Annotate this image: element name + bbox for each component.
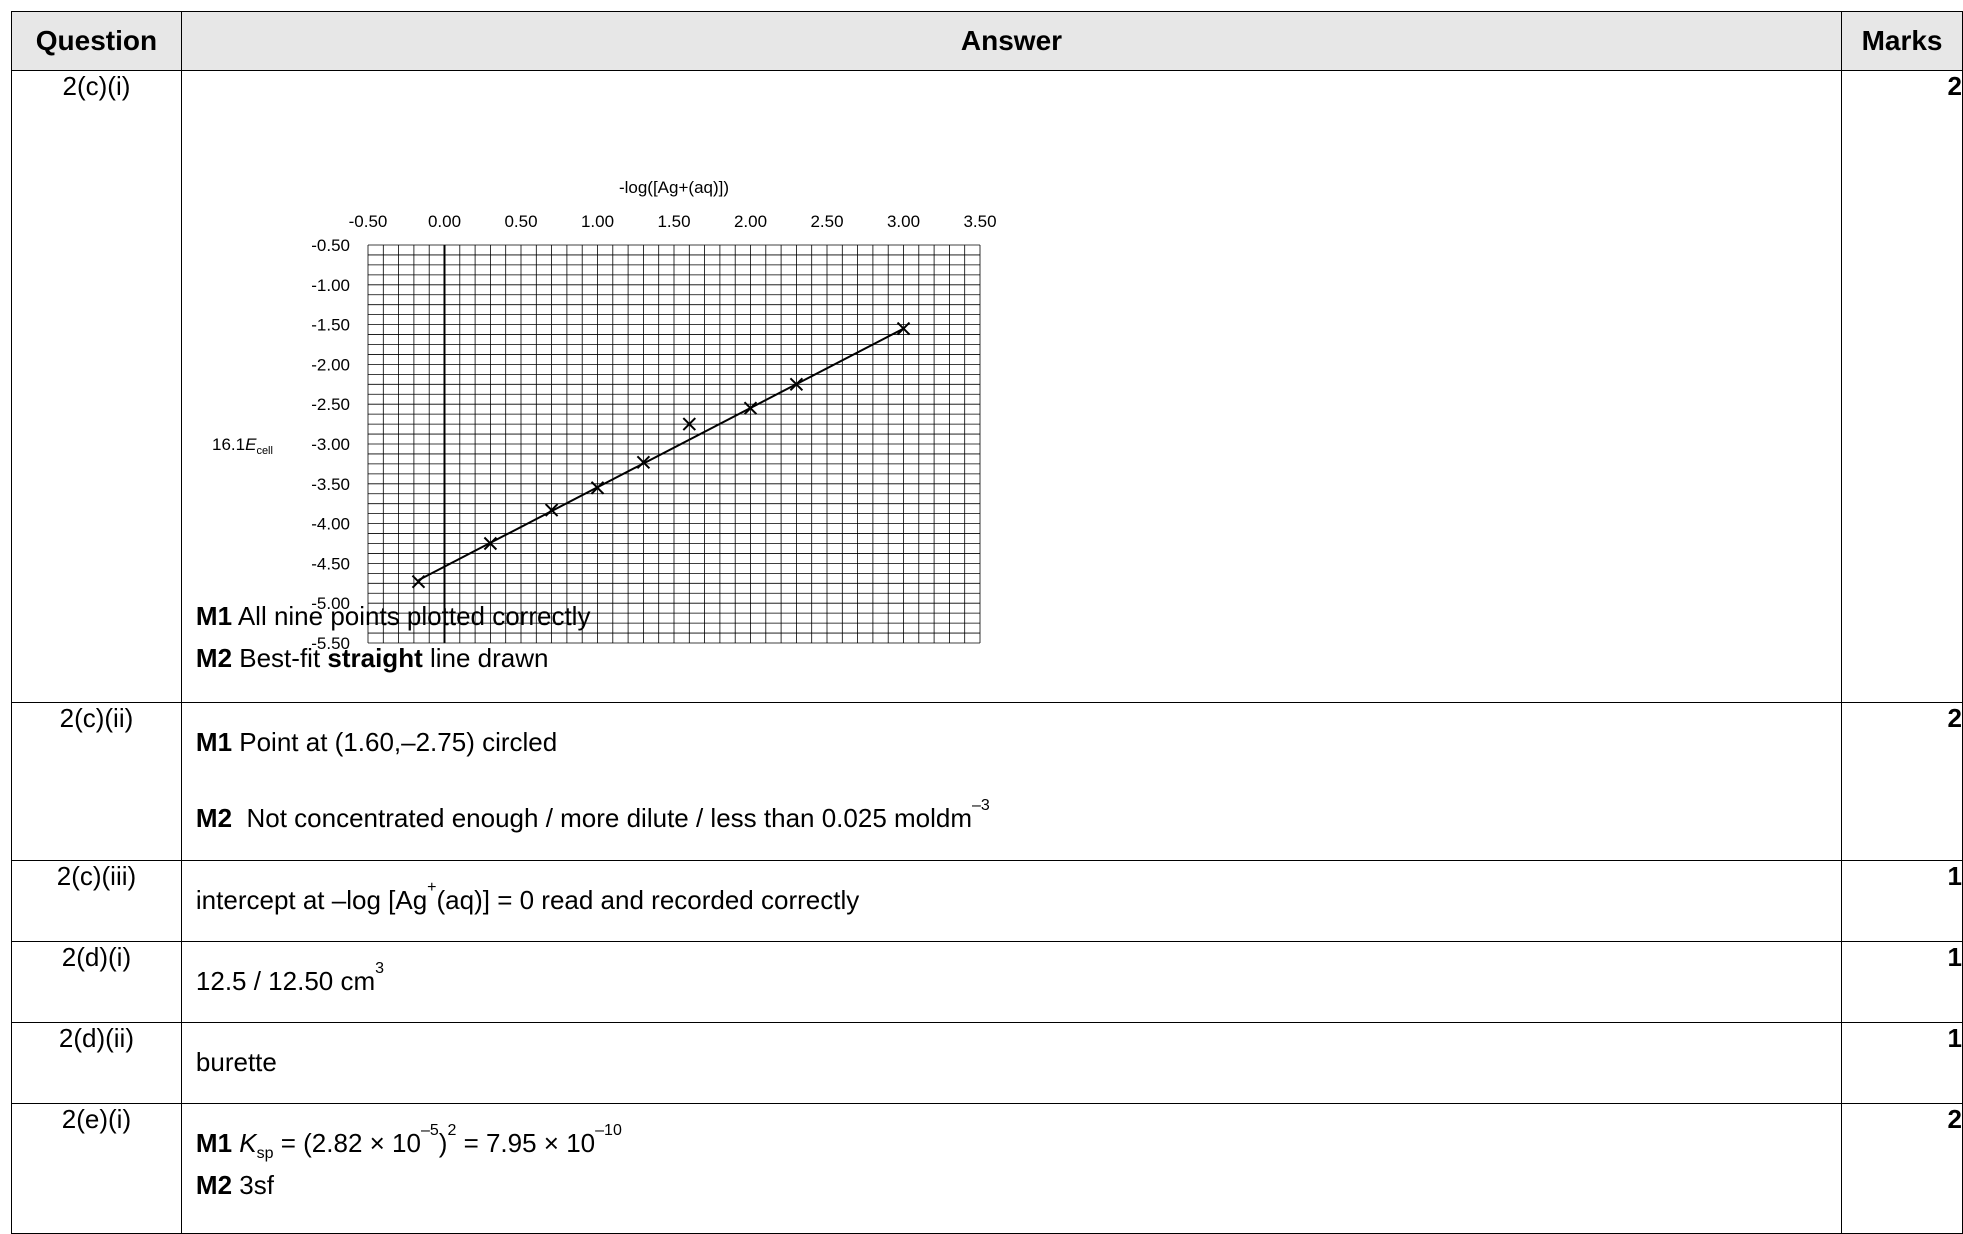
superscript: –3 bbox=[972, 797, 990, 814]
header-row: Question Answer Marks bbox=[11, 11, 1963, 71]
question-number: 2(d)(ii) bbox=[11, 1022, 182, 1104]
answer-line: M1 Point at (1.60,–2.75) circled bbox=[196, 727, 557, 758]
x-tick-label: -0.50 bbox=[349, 212, 388, 231]
table-row: 2(d)(ii) burette 1 bbox=[11, 1022, 1963, 1104]
x-tick-label: 1.00 bbox=[581, 212, 614, 231]
y-tick-label: -4.50 bbox=[311, 554, 350, 573]
question-number: 2(c)(iii) bbox=[11, 860, 182, 942]
answer-text: (aq)] = 0 read and recorded correctly bbox=[436, 885, 860, 915]
answer-cell: M1 Point at (1.60,–2.75) circled M2 Not … bbox=[180, 702, 1843, 861]
data-point bbox=[682, 417, 696, 431]
mark-code: M2 bbox=[195, 803, 233, 833]
mark-code: M1 bbox=[195, 727, 233, 757]
answer-cell: intercept at –log [Ag+(aq)] = 0 read and… bbox=[180, 860, 1843, 942]
x-tick-label: 0.00 bbox=[428, 212, 461, 231]
y-tick-label: -1.50 bbox=[311, 316, 350, 335]
answer-text: 12.5 / 12.50 cm bbox=[195, 966, 376, 996]
y-tick-label: -3.00 bbox=[311, 435, 350, 454]
answer-line: burette bbox=[195, 1047, 277, 1077]
answer-cell: 12.5 / 12.50 cm3 bbox=[180, 941, 1843, 1023]
y-axis-label: 16.1Ecell bbox=[212, 435, 273, 457]
superscript: 3 bbox=[375, 960, 385, 977]
answer-header: Answer bbox=[180, 11, 1843, 71]
x-axis-label: -log([Ag+(aq)]) bbox=[619, 178, 729, 197]
emphasis-text: straight bbox=[327, 643, 423, 673]
answer-text: Best-fit bbox=[232, 643, 328, 673]
mark-code: M2 bbox=[195, 643, 233, 673]
y-tick-label: -5.00 bbox=[311, 594, 350, 613]
answer-text: All nine points plotted correctly bbox=[232, 601, 591, 631]
data-point bbox=[636, 455, 651, 470]
answer-line: M1 Ksp = (2.82 × 10–5)2 = 7.95 × 10–10 bbox=[195, 1122, 622, 1163]
answer-text: Point at (1.60,–2.75) circled bbox=[232, 727, 558, 757]
data-point bbox=[590, 481, 605, 495]
answer-line: 12.5 / 12.50 cm3 bbox=[195, 960, 384, 997]
marks-value: 1 bbox=[1841, 1022, 1963, 1104]
data-point bbox=[411, 575, 426, 589]
answer-text: 3sf bbox=[232, 1170, 274, 1200]
scatter-chart: -0.50 0.00 0.50 1.00 1.50 2.00 2.50 3.00 3.50 -0.… bbox=[212, 178, 997, 653]
x-tick-label: 1.50 bbox=[657, 212, 690, 231]
x-tick-label: 2.00 bbox=[734, 212, 767, 231]
y-tick-label: -2.00 bbox=[311, 355, 350, 374]
x-tick-label: 3.50 bbox=[963, 212, 996, 231]
subscript: sp bbox=[256, 1145, 274, 1163]
answer-cell: burette bbox=[180, 1022, 1843, 1104]
mark-code: M1 bbox=[195, 1128, 233, 1158]
data-point bbox=[544, 503, 559, 517]
y-tick-label: -4.00 bbox=[311, 515, 350, 534]
answer-text: line drawn bbox=[422, 643, 549, 673]
data-point bbox=[483, 536, 498, 551]
answer-text: Not concentrated enough / more dilute / … bbox=[232, 803, 973, 833]
answer-text: = 7.95 × 10 bbox=[456, 1128, 596, 1158]
answer-text: intercept at –log [Ag bbox=[195, 885, 428, 915]
table-row: 2(c)(ii) M1 Point at (1.60,–2.75) circle… bbox=[11, 702, 1963, 861]
marks-value: 2 bbox=[1841, 70, 1963, 703]
table-row: 2(d)(i) 12.5 / 12.50 cm3 1 bbox=[11, 941, 1963, 1023]
answer-text: = (2.82 × 10 bbox=[273, 1128, 421, 1158]
table-row: 2(c)(i) -0.50 0.00 0.50 1.00 1.50 2.00 2.50 3.0… bbox=[11, 70, 1963, 703]
superscript: –10 bbox=[595, 1122, 622, 1139]
marks-value: 2 bbox=[1841, 1103, 1963, 1234]
superscript: + bbox=[427, 879, 437, 896]
question-header: Question bbox=[11, 11, 182, 71]
superscript: 2 bbox=[447, 1122, 457, 1139]
y-tick-label: -0.50 bbox=[311, 236, 350, 255]
answer-line: intercept at –log [Ag+(aq)] = 0 read and… bbox=[195, 879, 860, 916]
best-fit-line bbox=[417, 327, 904, 582]
question-number: 2(d)(i) bbox=[11, 941, 182, 1023]
x-tick-label: 3.00 bbox=[887, 212, 920, 231]
x-tick-label: 2.50 bbox=[810, 212, 843, 231]
answer-line: M1 All nine points plotted correctly bbox=[196, 601, 591, 632]
x-tick-label: 0.50 bbox=[504, 212, 537, 231]
answer-line: M2 Best-fit straight line drawn bbox=[196, 643, 549, 674]
table-row: 2(c)(iii) intercept at –log [Ag+(aq)] = … bbox=[11, 860, 1963, 942]
ksp-symbol: K bbox=[239, 1128, 257, 1158]
y-tick-label: -5.50 bbox=[311, 634, 350, 653]
y-tick-label: -1.00 bbox=[311, 276, 350, 295]
data-point bbox=[743, 401, 758, 415]
y-tick-label: -3.50 bbox=[311, 475, 350, 494]
answer-text: ) bbox=[438, 1128, 448, 1158]
mark-code: M1 bbox=[195, 601, 233, 631]
answer-cell: -0.50 0.00 0.50 1.00 1.50 2.00 2.50 3.00 3.50 -0.… bbox=[180, 70, 1843, 703]
mark-scheme-table: Question Answer Marks 2(c)(i) -0.50 0.00 0… bbox=[11, 11, 1963, 1234]
answer-cell: M1 Ksp = (2.82 × 10–5)2 = 7.95 × 10–10 M… bbox=[180, 1103, 1843, 1234]
marks-value: 1 bbox=[1841, 860, 1963, 942]
table-row: 2(e)(i) M1 Ksp = (2.82 × 10–5)2 = 7.95 ×… bbox=[11, 1103, 1963, 1234]
question-number: 2(e)(i) bbox=[11, 1103, 182, 1234]
y-tick-label: -2.50 bbox=[311, 395, 350, 414]
superscript: –5 bbox=[420, 1122, 439, 1139]
question-number: 2(c)(ii) bbox=[11, 702, 182, 861]
mark-code: M2 bbox=[195, 1170, 233, 1200]
marks-value: 1 bbox=[1841, 941, 1963, 1023]
data-point bbox=[896, 321, 911, 336]
marks-value: 2 bbox=[1841, 702, 1963, 861]
answer-line: M2 3sf bbox=[196, 1170, 274, 1201]
data-point bbox=[789, 377, 804, 392]
marks-header: Marks bbox=[1841, 11, 1963, 71]
answer-line: M2 Not concentrated enough / more dilute… bbox=[195, 797, 990, 834]
question-number: 2(c)(i) bbox=[11, 70, 182, 703]
